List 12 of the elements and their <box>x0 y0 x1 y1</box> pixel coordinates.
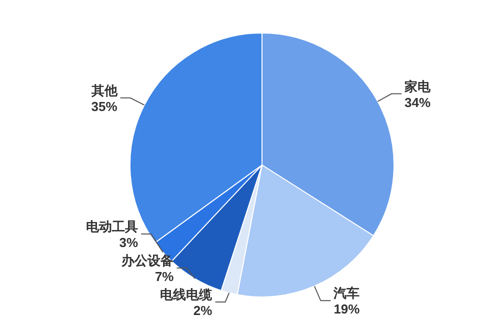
data-label: 2% <box>193 303 213 318</box>
slice-label: 电线电缆 <box>160 287 214 302</box>
slice-label: 家电 <box>404 78 432 94</box>
data-label: 19% <box>334 302 360 317</box>
data-label: 35% <box>91 98 118 114</box>
slice-label: 办公设备 <box>120 253 174 268</box>
data-label: 7% <box>154 269 174 284</box>
slice-label: 电动工具 <box>86 219 138 234</box>
slice-label: 汽车 <box>332 286 360 301</box>
data-label: 3% <box>119 235 139 250</box>
slice-label: 其他 <box>90 82 118 98</box>
data-label: 34% <box>404 94 432 110</box>
